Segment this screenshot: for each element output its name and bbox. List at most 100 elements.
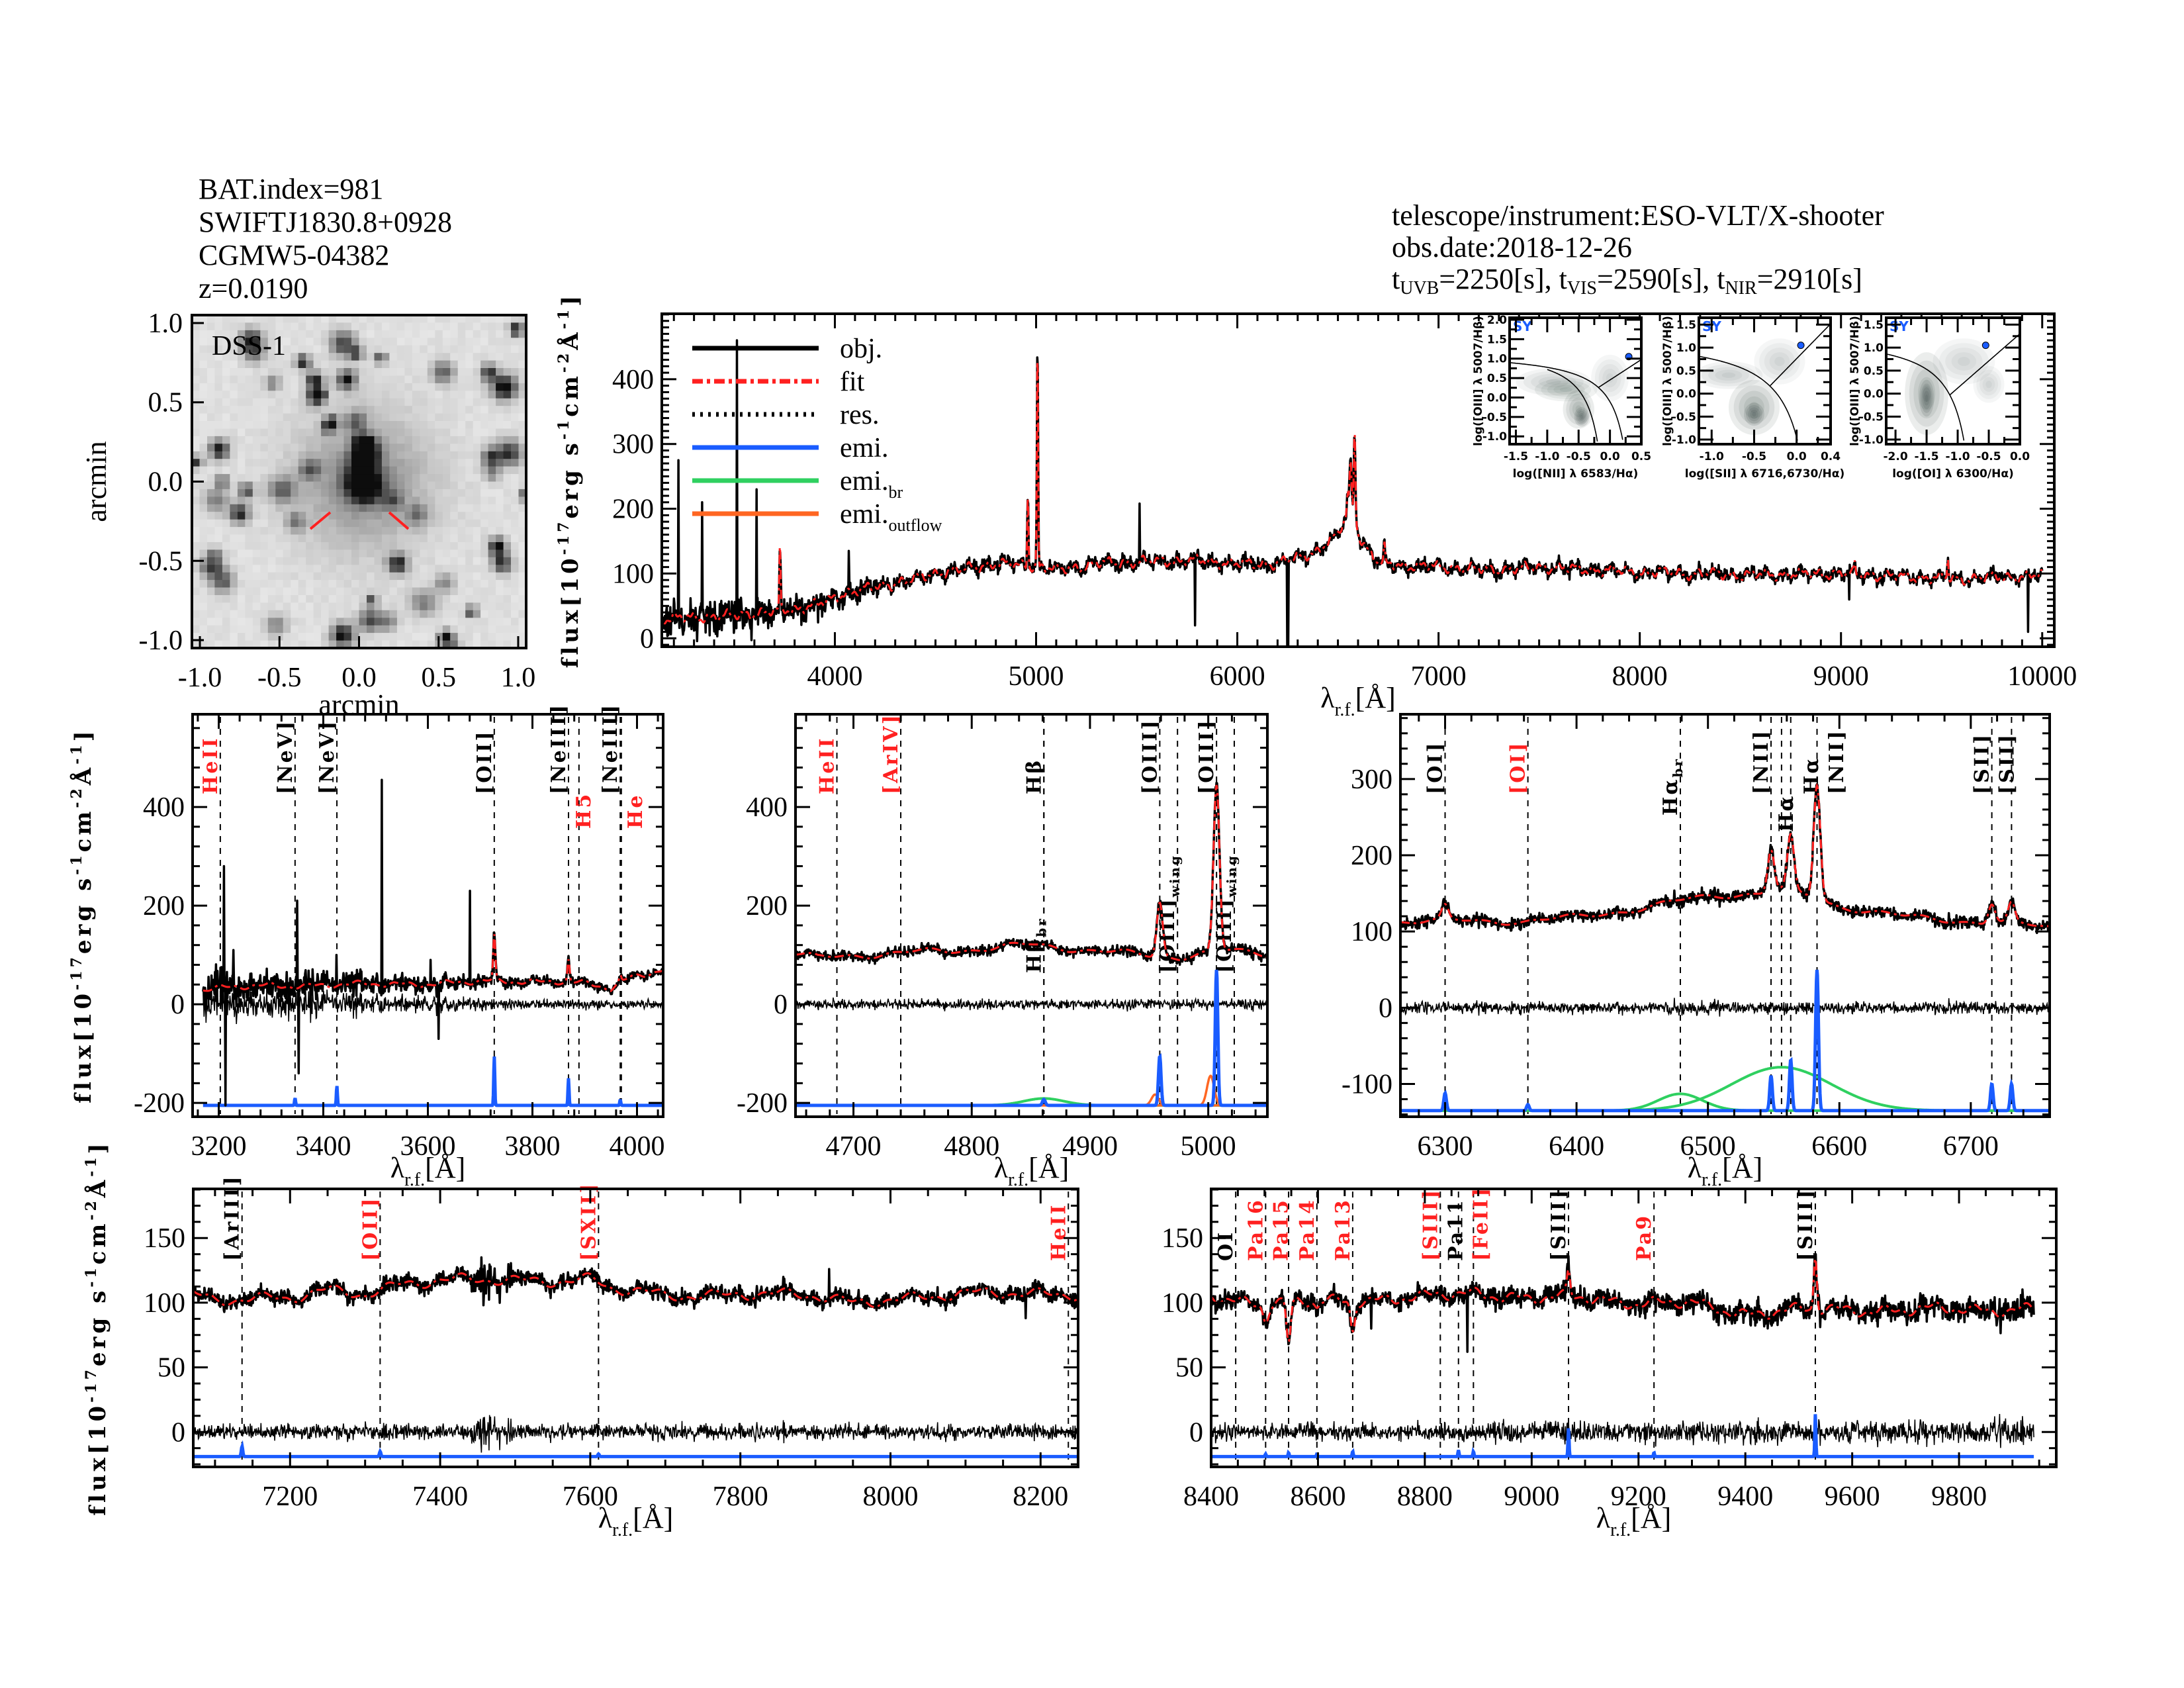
dss-pixel xyxy=(511,383,520,391)
dss-pixel xyxy=(283,481,291,490)
dss-pixel xyxy=(374,315,383,323)
dss-pixel xyxy=(260,428,269,437)
dss-pixel xyxy=(488,360,496,369)
dss-pixel xyxy=(192,496,201,505)
dss-pixel xyxy=(496,595,504,603)
dss-pixel xyxy=(283,640,291,649)
dss-pixel xyxy=(511,565,520,573)
dss-pixel xyxy=(298,368,306,376)
line-marker-label: [FeII] xyxy=(1469,1186,1492,1261)
dss-pixel xyxy=(412,428,420,437)
dss-pixel xyxy=(465,444,474,452)
dss-pixel xyxy=(396,421,405,429)
dss-pixel xyxy=(245,428,253,437)
y-axis-label-part: Å xyxy=(69,765,97,786)
dss-pixel xyxy=(298,322,306,331)
y-tick-label: 1.0 xyxy=(148,308,183,339)
dss-pixel xyxy=(389,459,398,467)
dss-pixel xyxy=(359,436,367,444)
dss-pixel xyxy=(291,451,299,459)
dss-pixel xyxy=(207,421,216,429)
exposure-sub: NIR xyxy=(1725,278,1757,299)
dss-pixel xyxy=(503,322,512,331)
dss-pixel xyxy=(488,549,496,558)
dss-pixel xyxy=(511,436,520,444)
dss-pixel xyxy=(260,474,269,483)
dss-pixel xyxy=(298,391,306,399)
dss-pixel xyxy=(518,512,527,520)
x-tick-label: -0.5 xyxy=(257,663,302,693)
dss-pixel xyxy=(252,572,261,581)
dss-pixel xyxy=(275,413,284,422)
dss-pixel xyxy=(351,398,360,406)
dss-pixel xyxy=(465,557,474,565)
dss-pixel xyxy=(222,602,230,611)
dss-pixel xyxy=(465,466,474,475)
dss-pixel xyxy=(473,428,481,437)
dss-pixel xyxy=(435,330,443,338)
dss-pixel xyxy=(488,436,496,444)
dss-pixel xyxy=(230,512,238,520)
dss-pixel xyxy=(442,383,451,391)
x-tick-label: -0.5 xyxy=(1742,450,1766,463)
line-marker-label: Pa16 xyxy=(1244,1198,1267,1261)
dss-pixel xyxy=(457,398,466,406)
dss-pixel xyxy=(367,496,375,505)
dss-pixel xyxy=(420,572,428,581)
dss-pixel xyxy=(267,436,276,444)
dss-pixel xyxy=(511,512,520,520)
exposure-sub: UVB xyxy=(1400,278,1439,299)
line-marker-name: [NeV] xyxy=(316,720,339,794)
fit-spectrum xyxy=(203,934,664,992)
dss-pixel xyxy=(442,610,451,618)
dss-pixel xyxy=(511,587,520,596)
dss-pixel xyxy=(480,474,489,483)
dss-pixel xyxy=(518,504,527,512)
dss-pixel xyxy=(252,436,261,444)
y-tick-label: -200 xyxy=(134,1088,185,1119)
dss-pixel xyxy=(396,534,405,543)
dss-pixel xyxy=(328,413,337,422)
y-axis-label: arcmin xyxy=(80,441,113,522)
dss-pixel xyxy=(381,345,390,353)
line-marker-label: [ArIV] xyxy=(880,713,903,794)
dss-pixel xyxy=(214,587,223,596)
line-marker-name: [NeV] xyxy=(274,720,297,794)
dss-pixel xyxy=(359,489,367,497)
dss-pixel xyxy=(511,459,520,467)
inset-y-label: log([OIII] λ 5007/Hβ) xyxy=(1848,316,1862,446)
dss-pixel xyxy=(245,595,253,603)
dss-pixel xyxy=(245,565,253,573)
legend-label-text: emi. xyxy=(840,499,888,530)
dss-pixel xyxy=(511,557,520,565)
dss-pixel xyxy=(230,557,238,565)
dss-pixel xyxy=(313,474,322,483)
dss-pixel xyxy=(359,383,367,391)
dss-pixel xyxy=(450,383,459,391)
dss-pixel xyxy=(450,534,459,543)
dss-pixel xyxy=(412,610,420,618)
dss-pixel xyxy=(351,353,360,361)
dss-pixel xyxy=(511,527,520,536)
line-marker-name: He xyxy=(624,794,647,829)
exposure-t: t xyxy=(1559,263,1567,295)
dss-pixel xyxy=(488,625,496,633)
x-axis-label-main: λ xyxy=(1688,1152,1702,1184)
dss-pixel xyxy=(389,565,398,573)
dss-pixel xyxy=(381,542,390,550)
dss-pixel xyxy=(321,360,330,369)
dss-pixel xyxy=(465,633,474,641)
dss-pixel xyxy=(374,640,383,649)
dss-pixel xyxy=(328,338,337,346)
dss-pixel xyxy=(457,504,466,512)
dss-pixel xyxy=(252,338,261,346)
line-marker-sub: wing xyxy=(1167,854,1183,898)
line-marker-label: [OI] xyxy=(1424,741,1447,794)
dss-pixel xyxy=(412,421,420,429)
dss-pixel xyxy=(396,436,405,444)
dss-pixel xyxy=(503,353,512,361)
dss-pixel xyxy=(374,595,383,603)
dss-pixel xyxy=(313,512,322,520)
dss-pixel xyxy=(298,595,306,603)
